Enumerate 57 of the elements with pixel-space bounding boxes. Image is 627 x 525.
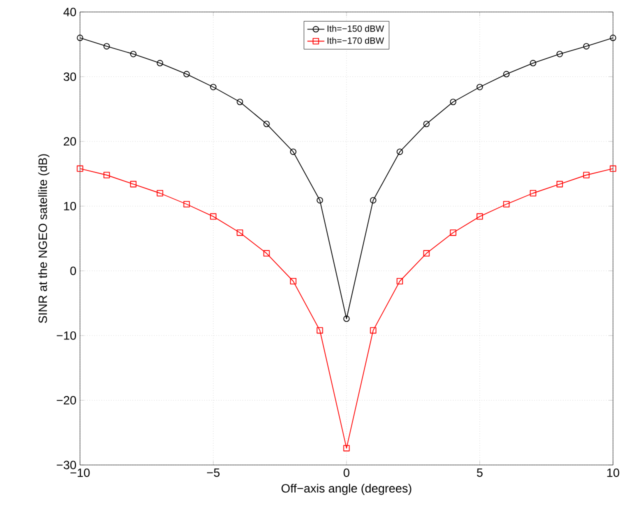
- y-tick-label: −20: [56, 396, 76, 404]
- point: [156, 190, 164, 196]
- point: [183, 200, 190, 208]
- point: [236, 98, 244, 106]
- legend-label: Ith=−150 dBW: [328, 25, 384, 32]
- y-tick-label: 30: [64, 72, 76, 81]
- x-tick-label: −5: [207, 468, 220, 477]
- point: [396, 148, 403, 155]
- point: [290, 278, 296, 284]
- point: [76, 165, 84, 172]
- point: [610, 165, 616, 172]
- point: [583, 43, 590, 50]
- point: [263, 120, 270, 128]
- point: [370, 197, 376, 204]
- y-tick-label: 40: [63, 8, 76, 16]
- x-tick-label: 5: [476, 468, 483, 477]
- point: [316, 197, 324, 204]
- point: [156, 60, 164, 66]
- point: [583, 172, 590, 178]
- point: [210, 213, 216, 220]
- point: [396, 278, 403, 284]
- point: [503, 200, 510, 208]
- x-tick-label: 0: [344, 468, 350, 477]
- point: [476, 84, 483, 90]
- point: [450, 229, 456, 236]
- y-tick-label: 10: [64, 202, 76, 210]
- y-tick-label: 20: [64, 137, 76, 146]
- point: [556, 180, 563, 188]
- point: [503, 70, 510, 78]
- point: [343, 316, 350, 322]
- legend-label: Ith=−170 dBW: [328, 37, 384, 44]
- x-tick-label: −10: [70, 468, 90, 477]
- x-axis-title: Off−axis angle (degrees): [282, 484, 412, 495]
- point: [556, 50, 563, 58]
- point: [183, 70, 190, 78]
- point: [530, 60, 536, 66]
- point: [130, 180, 136, 188]
- y-tick-label: 0: [70, 266, 76, 276]
- point: [423, 250, 430, 257]
- point: [130, 50, 136, 58]
- y-axis-title: SINR at the NGEO satellite (dB): [38, 154, 50, 323]
- point: [530, 190, 536, 196]
- y-tick-label: −30: [56, 460, 76, 470]
- point: [290, 148, 296, 155]
- point: [370, 327, 376, 334]
- point: [343, 444, 350, 452]
- point: [236, 229, 244, 236]
- y-tick-label: −10: [56, 331, 76, 340]
- point: [263, 250, 270, 257]
- point: [476, 213, 483, 220]
- point: [316, 327, 324, 334]
- point: [210, 84, 216, 90]
- point: [450, 98, 456, 106]
- point: [103, 43, 110, 50]
- point: [423, 120, 430, 128]
- x-tick-label: 10: [607, 468, 620, 477]
- point: [103, 172, 110, 178]
